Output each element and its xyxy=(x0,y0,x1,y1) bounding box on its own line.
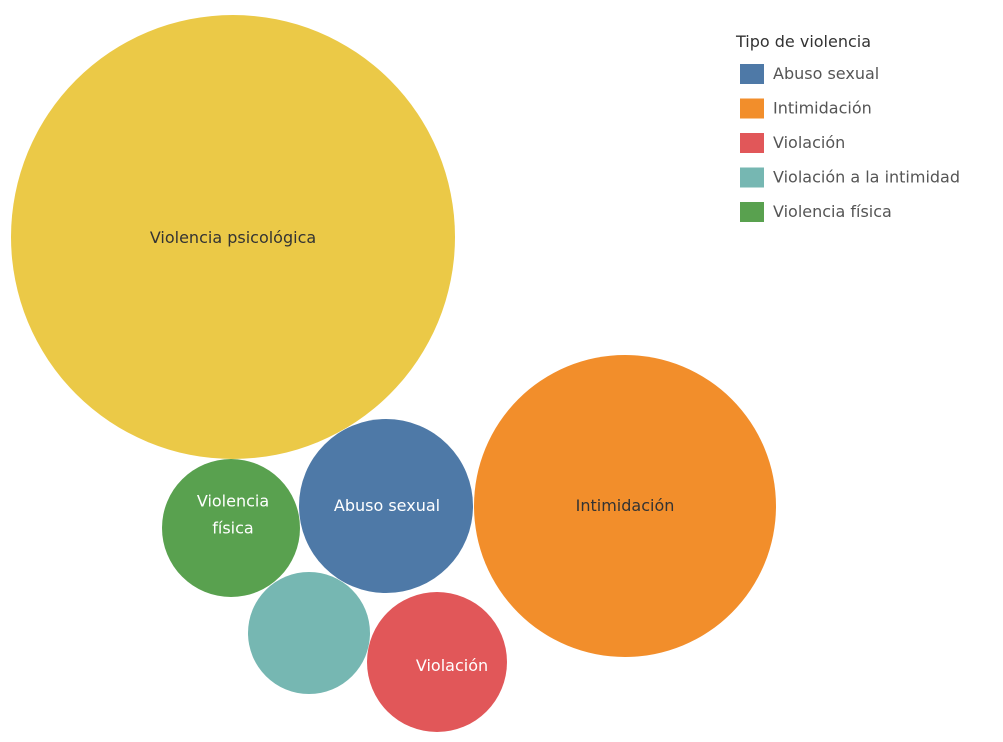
bubble-label-line: Violación xyxy=(416,656,488,675)
legend-label: Intimidación xyxy=(773,99,872,118)
legend-swatch xyxy=(740,202,764,222)
bubble-intimidacion[interactable]: Intimidación xyxy=(474,355,776,657)
legend-label: Abuso sexual xyxy=(773,64,879,83)
bubble-label-intimidacion: Intimidación xyxy=(576,496,675,515)
legend-label: Violencia física xyxy=(773,202,892,221)
bubbles-layer: Violencia psicológica Intimidación Abuso s… xyxy=(11,15,776,732)
bubble-label-line: Abuso sexual xyxy=(334,496,440,515)
legend-item-violencia-fisica[interactable]: Violencia física xyxy=(740,202,892,222)
bubble-violencia-psicologica[interactable]: Violencia psicológica xyxy=(11,15,455,459)
legend: Tipo de violencia Abuso sexual Intimidaci… xyxy=(735,32,960,222)
legend-swatch xyxy=(740,133,764,153)
bubble-label-violacion: Violación xyxy=(416,656,488,675)
bubble-violacion[interactable]: Violación xyxy=(367,592,507,732)
legend-title: Tipo de violencia xyxy=(735,32,871,51)
bubble-circle-intimidacion[interactable] xyxy=(474,355,776,657)
bubble-label-line: Violencia xyxy=(197,492,269,511)
bubble-label-line: física xyxy=(212,519,253,538)
bubble-label-line: Violencia psicológica xyxy=(150,228,316,247)
bubble-violencia-fisica[interactable]: Violencia física xyxy=(162,459,300,597)
bubble-violacion-a-la-intimidad[interactable] xyxy=(248,572,370,694)
legend-item-intimidacion[interactable]: Intimidación xyxy=(740,98,872,119)
bubble-abuso-sexual[interactable]: Abuso sexual xyxy=(299,419,473,593)
bubble-circle-violacion-a-la-intimidad[interactable] xyxy=(248,572,370,694)
legend-label: Violación xyxy=(773,133,845,152)
legend-item-violacion[interactable]: Violación xyxy=(740,133,845,153)
bubble-circle-violacion[interactable] xyxy=(367,592,507,732)
bubble-circle-abuso-sexual[interactable] xyxy=(299,419,473,593)
bubble-label-violencia-fisica: Violencia física xyxy=(197,492,269,538)
legend-swatch xyxy=(740,98,764,119)
bubble-label-violencia-psicologica: Violencia psicológica xyxy=(150,228,316,247)
bubble-label-line: Intimidación xyxy=(576,496,675,515)
bubble-circle-violencia-fisica[interactable] xyxy=(162,459,300,597)
legend-swatch xyxy=(740,64,764,84)
bubble-label-abuso-sexual: Abuso sexual xyxy=(334,496,440,515)
bubble-circle-violencia-psicologica[interactable] xyxy=(11,15,455,459)
legend-swatch xyxy=(740,167,764,188)
legend-item-violacion-a-la-intimidad[interactable]: Violación a la intimidad xyxy=(740,167,960,188)
legend-item-abuso-sexual[interactable]: Abuso sexual xyxy=(740,64,879,84)
legend-label: Violación a la intimidad xyxy=(773,168,960,187)
